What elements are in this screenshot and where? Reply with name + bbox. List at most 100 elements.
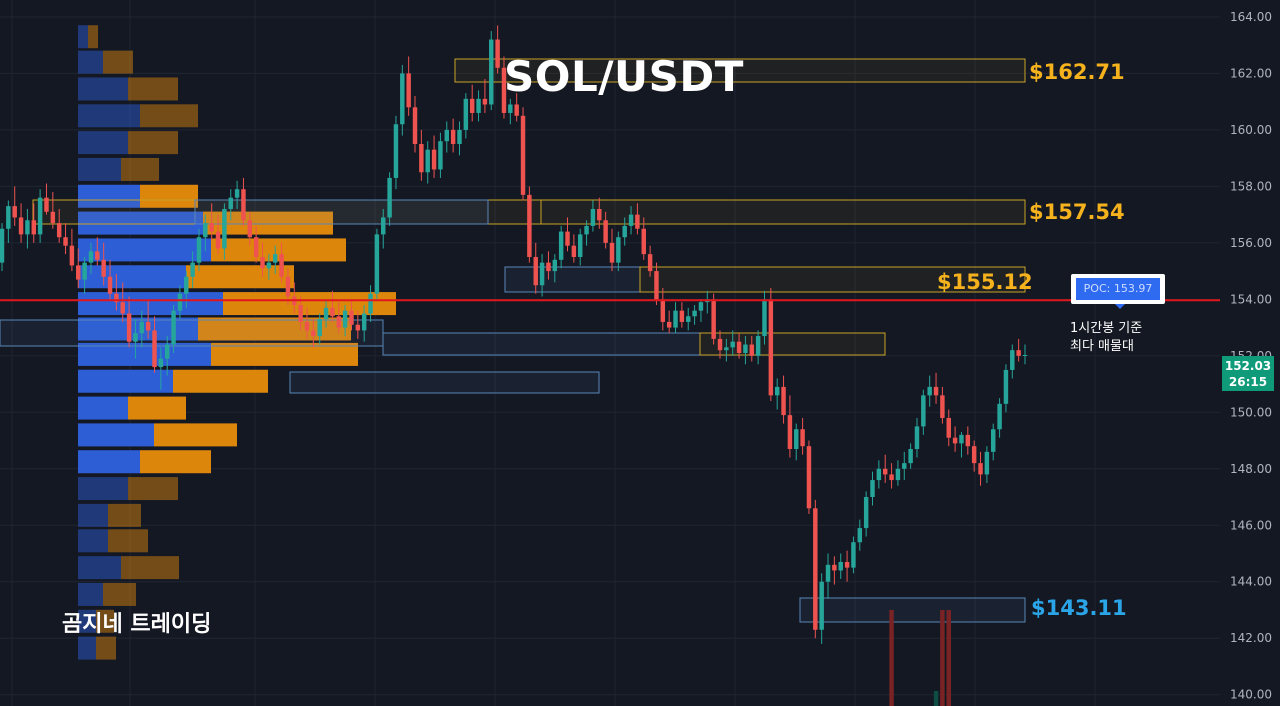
- brand-watermark: 곰지네 트레이딩: [62, 612, 212, 637]
- candle-body: [730, 341, 735, 348]
- zone-153-right: [699, 332, 886, 356]
- vp-up-bar: [78, 450, 140, 474]
- candle-body: [272, 254, 278, 263]
- candle-body: [959, 434, 964, 444]
- candle-body: [393, 124, 399, 178]
- candle-body: [539, 262, 545, 286]
- candle-body: [63, 237, 68, 246]
- y-tick-label: 164.00: [1230, 10, 1272, 24]
- candle-body: [82, 262, 87, 280]
- candle-body: [247, 220, 253, 238]
- vp-down-bar: [108, 529, 148, 553]
- candle-body: [184, 276, 189, 294]
- candle-body: [558, 231, 564, 260]
- candle-body: [857, 528, 863, 543]
- candle-body: [495, 39, 500, 68]
- y-tick-label: 142.00: [1230, 631, 1272, 645]
- candle-body: [571, 245, 577, 257]
- vp-up-bar: [78, 238, 211, 262]
- candle-body: [628, 214, 634, 226]
- candle-body: [342, 310, 348, 328]
- vp-up-bar: [78, 25, 88, 49]
- candle-body: [641, 228, 646, 255]
- candle-body: [6, 206, 11, 229]
- candle-body: [400, 73, 405, 125]
- candle-body: [114, 293, 119, 303]
- candle-body: [743, 344, 748, 353]
- volume-bar: [940, 610, 945, 706]
- candle-body: [666, 321, 672, 328]
- candle-body: [762, 299, 767, 337]
- candle-body: [387, 177, 392, 218]
- candle-body: [819, 581, 824, 630]
- y-tick-label: 146.00: [1230, 518, 1272, 532]
- candle-body: [698, 302, 704, 311]
- candle-body: [781, 386, 786, 416]
- candle-body: [37, 197, 43, 235]
- candle-body: [285, 276, 291, 297]
- vp-down-bar: [103, 50, 133, 74]
- candle-countdown: 26:15: [1228, 375, 1268, 389]
- candle-body: [133, 333, 138, 342]
- level-label-157-54: $157.54: [1029, 200, 1125, 224]
- candle-body: [876, 468, 882, 481]
- candle-body: [228, 197, 233, 209]
- candle-body: [787, 415, 793, 450]
- vp-down-bar: [128, 477, 178, 501]
- candle-body: [412, 107, 418, 145]
- last-price-tag: 152.03 26:15: [1222, 356, 1274, 391]
- candle-body: [546, 262, 551, 272]
- vp-down-bar: [154, 423, 237, 447]
- vp-down-bar: [88, 25, 98, 49]
- candle-body: [927, 386, 932, 396]
- candle-body: [152, 330, 157, 368]
- candle-body: [361, 313, 367, 331]
- poc-tag-pointer: [1115, 304, 1125, 309]
- candle-body: [241, 189, 246, 221]
- candle-body: [870, 480, 875, 498]
- candle-body: [88, 251, 94, 263]
- candle-body: [457, 129, 462, 145]
- candle-body: [597, 208, 602, 221]
- candle-body: [902, 463, 907, 469]
- volume-bar: [933, 691, 939, 706]
- candle-body: [164, 344, 170, 359]
- candle-body: [444, 129, 450, 142]
- candle-body: [419, 144, 424, 173]
- candle-body: [527, 194, 532, 257]
- candle-body: [838, 561, 843, 571]
- candle-body: [800, 429, 805, 447]
- vp-down-bar: [96, 609, 114, 633]
- vp-down-bar: [203, 211, 333, 235]
- poc-note: 1시간봉 기준 최다 매물대: [1070, 320, 1142, 356]
- vp-down-bar: [108, 503, 141, 527]
- vp-up-bar: [78, 369, 173, 393]
- vp-down-bar: [140, 184, 198, 208]
- candle-body: [806, 446, 812, 509]
- vp-up-bar: [78, 503, 108, 527]
- candle-body: [234, 189, 240, 198]
- candle-body: [921, 395, 926, 427]
- candle-body: [679, 310, 685, 322]
- candle-body: [768, 299, 774, 396]
- vp-down-bar: [128, 396, 186, 420]
- zone-151: [289, 371, 600, 394]
- candle-body: [489, 39, 494, 105]
- vp-down-bar: [128, 77, 178, 101]
- volume-bars: [889, 610, 951, 706]
- candle-body: [158, 358, 164, 368]
- candle-body: [584, 225, 589, 235]
- candle-body: [317, 319, 322, 337]
- zone-157-blue: [194, 199, 489, 225]
- y-tick-label: 158.00: [1230, 179, 1272, 193]
- grid-lines: [0, 0, 1220, 706]
- candle-body: [603, 220, 608, 243]
- vp-up-bar: [78, 636, 96, 660]
- vp-up-bar: [78, 50, 103, 74]
- candle-body: [209, 223, 214, 232]
- candle-body: [565, 231, 570, 246]
- zone-155-blue: [504, 266, 641, 293]
- candle-body: [145, 321, 151, 331]
- vp-up-bar: [78, 423, 154, 447]
- y-tick-label: 162.00: [1230, 66, 1272, 80]
